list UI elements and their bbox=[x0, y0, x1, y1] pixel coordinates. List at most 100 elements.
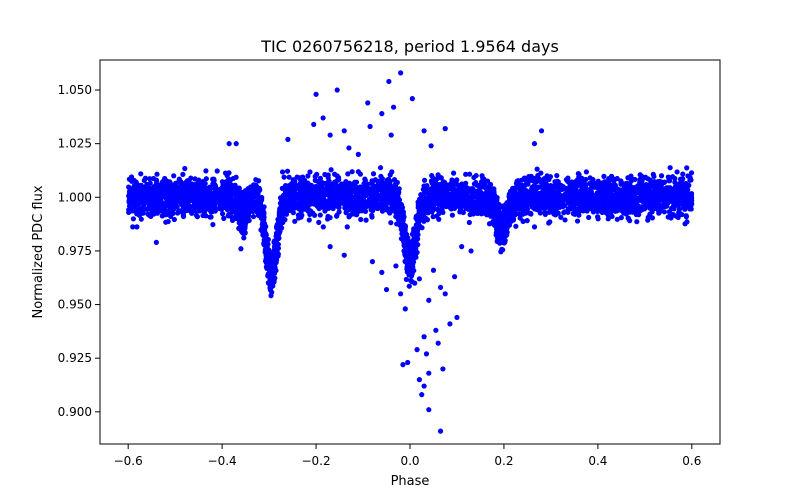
data-point bbox=[256, 208, 262, 214]
data-point bbox=[200, 212, 206, 219]
data-point bbox=[143, 195, 150, 201]
data-point bbox=[174, 196, 180, 202]
data-point bbox=[649, 215, 655, 221]
data-point bbox=[364, 199, 371, 205]
data-point bbox=[180, 171, 186, 177]
data-point bbox=[648, 181, 654, 187]
data-point bbox=[128, 174, 135, 180]
data-point bbox=[447, 193, 453, 199]
data-point bbox=[182, 165, 188, 172]
data-point bbox=[572, 206, 578, 212]
data-point bbox=[347, 212, 353, 218]
data-point bbox=[551, 211, 557, 217]
data-point bbox=[163, 193, 169, 199]
data-point bbox=[130, 216, 137, 222]
data-point bbox=[423, 201, 429, 207]
data-point bbox=[519, 196, 526, 202]
data-point bbox=[387, 182, 394, 188]
data-point bbox=[368, 207, 374, 213]
data-point bbox=[149, 209, 155, 215]
data-point bbox=[551, 203, 557, 209]
data-point bbox=[420, 186, 426, 193]
data-point bbox=[603, 180, 610, 187]
data-point bbox=[494, 213, 501, 219]
data-point bbox=[645, 214, 651, 220]
data-point bbox=[219, 211, 226, 217]
data-point bbox=[499, 232, 505, 238]
data-point bbox=[649, 209, 655, 215]
data-point bbox=[405, 267, 412, 273]
data-point bbox=[679, 191, 685, 198]
data-point bbox=[308, 182, 314, 188]
data-point bbox=[489, 194, 495, 201]
data-point bbox=[651, 179, 658, 185]
data-point bbox=[229, 196, 235, 202]
data-point bbox=[508, 205, 514, 211]
data-point bbox=[599, 180, 605, 186]
data-point bbox=[136, 212, 142, 218]
data-point bbox=[687, 200, 693, 206]
data-point bbox=[300, 199, 306, 205]
data-point bbox=[324, 184, 330, 191]
data-point bbox=[584, 208, 590, 214]
data-point bbox=[140, 206, 147, 212]
data-point bbox=[652, 205, 658, 211]
data-point bbox=[332, 171, 338, 177]
data-point bbox=[129, 194, 136, 200]
data-point bbox=[561, 210, 567, 216]
data-point bbox=[344, 208, 350, 214]
data-point bbox=[642, 184, 648, 190]
data-point bbox=[638, 197, 644, 204]
data-point bbox=[261, 204, 267, 210]
data-point bbox=[348, 207, 354, 213]
data-point bbox=[594, 208, 601, 215]
data-point bbox=[578, 205, 585, 211]
data-point bbox=[548, 192, 554, 199]
data-point bbox=[292, 218, 298, 224]
data-point bbox=[408, 240, 414, 246]
data-point bbox=[646, 203, 652, 209]
data-point bbox=[629, 195, 636, 201]
data-point bbox=[486, 221, 493, 227]
data-point bbox=[155, 199, 161, 205]
data-point bbox=[285, 192, 291, 199]
data-point bbox=[428, 197, 435, 203]
data-point bbox=[165, 208, 172, 214]
data-point bbox=[189, 186, 195, 192]
data-point bbox=[454, 192, 460, 199]
data-point bbox=[481, 178, 487, 185]
data-point bbox=[583, 169, 589, 175]
data-point bbox=[436, 216, 442, 222]
data-point bbox=[180, 213, 186, 219]
data-point bbox=[141, 177, 147, 184]
data-point bbox=[541, 176, 548, 182]
data-point bbox=[618, 215, 624, 221]
data-point bbox=[597, 192, 603, 199]
data-point bbox=[566, 193, 572, 199]
data-point bbox=[607, 188, 614, 194]
data-point bbox=[652, 184, 659, 190]
data-point bbox=[378, 173, 384, 179]
data-point bbox=[138, 171, 144, 177]
data-point bbox=[318, 181, 324, 187]
data-point bbox=[501, 227, 507, 234]
data-point bbox=[281, 174, 287, 180]
data-point bbox=[547, 208, 553, 214]
data-point bbox=[560, 198, 566, 205]
data-point bbox=[483, 191, 489, 197]
data-point bbox=[132, 205, 139, 211]
data-point bbox=[189, 204, 196, 210]
data-point bbox=[469, 188, 475, 195]
data-point bbox=[222, 170, 229, 176]
data-point bbox=[307, 201, 313, 207]
data-point bbox=[225, 183, 231, 190]
data-point bbox=[494, 238, 500, 244]
data-point bbox=[666, 178, 672, 184]
data-point bbox=[658, 193, 664, 199]
data-point bbox=[640, 192, 646, 198]
data-point bbox=[207, 206, 213, 213]
data-point bbox=[590, 192, 596, 198]
data-point bbox=[534, 194, 540, 200]
data-point bbox=[618, 178, 624, 184]
